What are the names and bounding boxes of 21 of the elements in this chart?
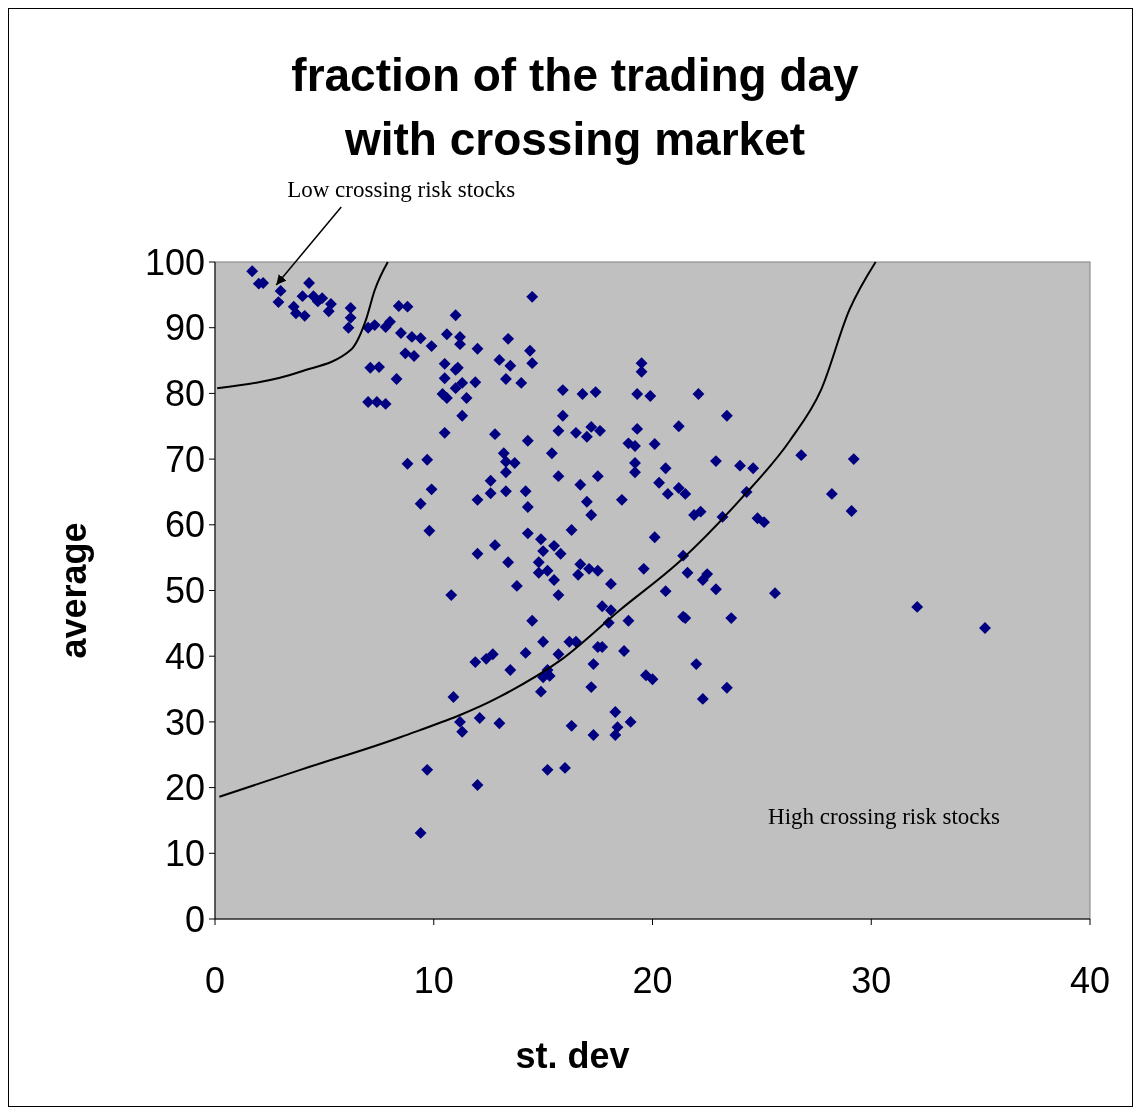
- y-tick-label: 0: [184, 898, 205, 940]
- y-tick-label: 50: [164, 570, 205, 612]
- y-tick-label: 80: [164, 373, 205, 414]
- y-tick-label: 30: [164, 701, 205, 743]
- x-tick-label: 30: [851, 960, 892, 1001]
- annotation: High crossing risk stocks: [768, 804, 1000, 829]
- y-tick-label: 90: [164, 307, 205, 349]
- x-tick-label: 20: [632, 960, 673, 1001]
- x-tick-label: 10: [413, 960, 454, 1001]
- chart-title: fraction of the trading day with crossing market: [291, 49, 860, 165]
- y-tick-label: 40: [164, 635, 205, 677]
- annotation: Low crossing risk stocks: [287, 176, 516, 202]
- line-series: [218, 261, 877, 798]
- y-axis-title: average: [53, 522, 94, 659]
- y-tick-label: 20: [164, 767, 205, 809]
- x-axis-title: st. dev: [515, 1035, 630, 1076]
- x-tick-label: 40: [1069, 960, 1111, 1001]
- y-tick-label: 70: [164, 438, 205, 480]
- y-tick-label: 10: [164, 832, 205, 874]
- y-tick-label: 100: [144, 241, 205, 283]
- y-tick-label: 60: [164, 504, 205, 546]
